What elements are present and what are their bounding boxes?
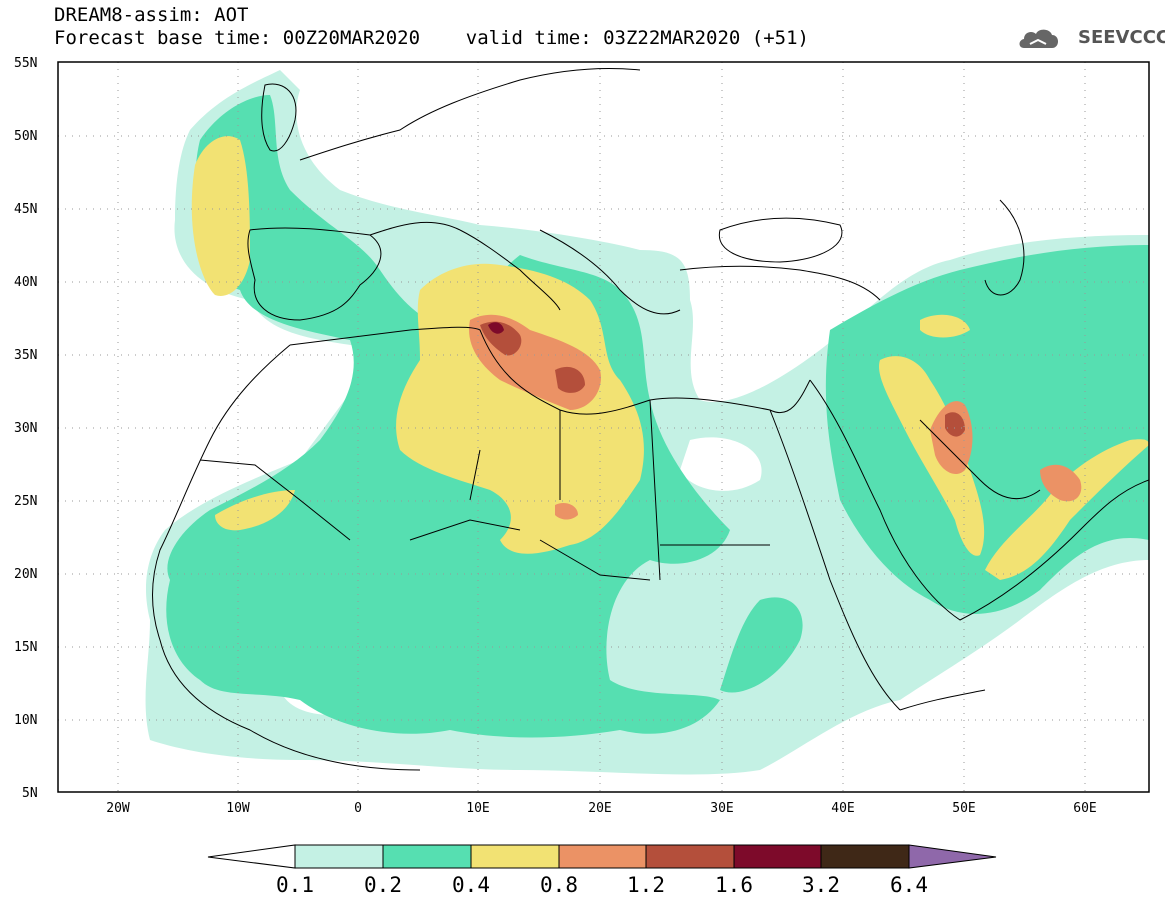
colorbar-segment [908,844,997,869]
colorbar-label: 0.8 [540,873,578,897]
lat-label: 10N [14,713,37,728]
colorbar-label: 0.4 [452,873,490,897]
colorbar-label: 6.4 [890,873,928,897]
aot-band-high [191,136,1149,580]
colorbar-segment [382,844,472,869]
map-frame [57,61,1150,793]
lon-label: 20E [588,801,611,816]
aot-band-peak [488,322,504,334]
colorbar-segment [558,844,647,869]
gridlines [58,62,1149,792]
colorbar-segment [207,844,296,869]
colorbar-segment [645,844,735,869]
cloud-icon [1019,29,1058,48]
colorbar-label: 0.1 [276,873,314,897]
lat-label: 5N [22,786,38,801]
coastlines [152,67,1149,771]
lat-label: 20N [14,567,37,582]
longitude-labels: 20W 10W 0 10E 20E 30E 40E 50E 60E [106,801,1096,816]
colorbar-segment [820,844,910,869]
lat-label: 40N [14,275,37,290]
lat-label: 30N [14,421,37,436]
aot-field [145,70,1149,775]
colorbar-label: 0.2 [364,873,402,897]
lon-label: 10W [226,801,250,816]
latitude-labels: 55N 50N 45N 40N 35N 30N 25N 20N 15N 10N … [14,56,38,801]
lat-label: 15N [14,640,37,655]
colorbar-label: 1.6 [715,873,753,897]
lat-label: 45N [14,202,37,217]
colorbar-segment [733,844,822,869]
seevccc-logo: SEEVCCC [1078,27,1165,48]
colorbar: 0.1 0.2 0.4 0.8 1.2 1.6 3.2 6.4 [207,844,997,897]
colorbar-label: 1.2 [627,873,665,897]
colorbar-segment [294,844,384,869]
lon-label: 10E [466,801,489,816]
forecast-time-line: Forecast base time: 00Z20MAR2020 valid t… [54,27,809,49]
lat-label: 25N [14,494,37,509]
lon-label: 20W [106,801,130,816]
lon-label: 60E [1073,801,1096,816]
lat-label: 35N [14,348,37,363]
colorbar-segment [470,844,560,869]
colorbar-label: 3.2 [802,873,840,897]
lon-label: 40E [831,801,854,816]
aot-band-extreme [480,321,965,437]
lon-label: 0 [354,801,362,816]
lon-label: 50E [952,801,975,816]
lat-label: 55N [14,56,37,71]
lon-label: 30E [710,801,733,816]
lat-label: 50N [14,129,37,144]
map-title: DREAM8-assim: AOT [54,4,249,26]
